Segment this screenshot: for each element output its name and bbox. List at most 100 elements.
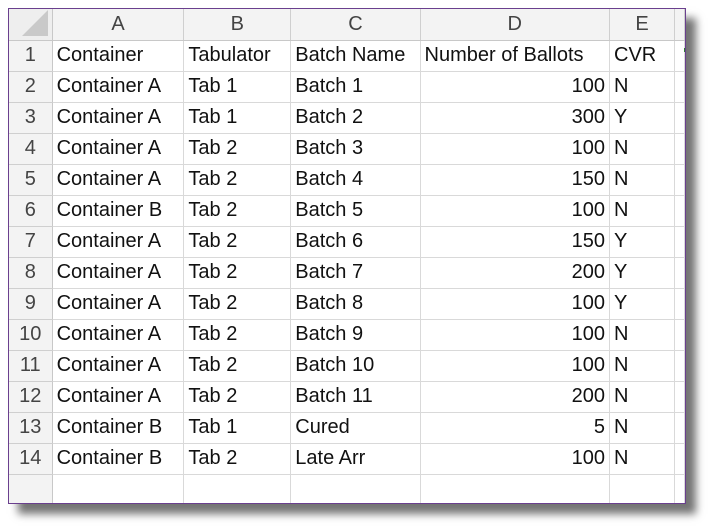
cell-c[interactable]: Batch Name xyxy=(290,40,421,72)
cell-empty[interactable] xyxy=(420,474,611,503)
cell-e[interactable]: Y xyxy=(609,288,676,320)
row-header[interactable]: 3 xyxy=(9,102,53,134)
cell-b[interactable]: Tab 2 xyxy=(183,319,292,351)
cell-f-partial[interactable] xyxy=(674,133,685,165)
cell-c[interactable]: Batch 4 xyxy=(290,164,421,196)
cell-d[interactable]: 100 xyxy=(420,195,611,227)
select-all-corner[interactable] xyxy=(9,9,53,41)
cell-c[interactable]: Batch 2 xyxy=(290,102,421,134)
cell-d[interactable]: 150 xyxy=(420,164,611,196)
cell-d[interactable]: 150 xyxy=(420,226,611,258)
column-header-f-partial[interactable] xyxy=(674,9,685,41)
cell-c[interactable]: Batch 5 xyxy=(290,195,421,227)
row-header[interactable]: 10 xyxy=(9,319,53,351)
cell-b[interactable]: Tab 2 xyxy=(183,226,292,258)
cell-e[interactable]: N xyxy=(609,164,676,196)
cell-d[interactable]: 100 xyxy=(420,350,611,382)
cell-c[interactable]: Batch 8 xyxy=(290,288,421,320)
cell-e[interactable]: Y xyxy=(609,226,676,258)
cell-a[interactable]: Container B xyxy=(52,412,185,444)
cell-d[interactable]: 100 xyxy=(420,71,611,103)
cell-f-partial[interactable] xyxy=(674,102,685,134)
cell-e[interactable]: N xyxy=(609,319,676,351)
column-header-e[interactable]: E xyxy=(609,9,676,41)
cell-empty[interactable] xyxy=(609,474,676,503)
cell-a[interactable]: Container A xyxy=(52,226,185,258)
cell-d[interactable]: Number of Ballots xyxy=(420,40,611,72)
column-header-c[interactable]: C xyxy=(290,9,421,41)
cell-e[interactable]: N xyxy=(609,350,676,382)
cell-a[interactable]: Container A xyxy=(52,319,185,351)
cell-f-partial[interactable] xyxy=(674,164,685,196)
cell-a[interactable]: Container A xyxy=(52,102,185,134)
cell-b[interactable]: Tab 2 xyxy=(183,195,292,227)
cell-b[interactable]: Tab 2 xyxy=(183,350,292,382)
cell-f-partial[interactable] xyxy=(674,288,685,320)
cell-c[interactable]: Late Arr xyxy=(290,443,421,475)
cell-d[interactable]: 100 xyxy=(420,443,611,475)
cell-c[interactable]: Batch 11 xyxy=(290,381,421,413)
cell-e[interactable]: N xyxy=(609,195,676,227)
cell-empty[interactable] xyxy=(290,474,421,503)
cell-d[interactable]: 300 xyxy=(420,102,611,134)
cell-c[interactable]: Batch 3 xyxy=(290,133,421,165)
cell-a[interactable]: Container A xyxy=(52,350,185,382)
cell-e[interactable]: N xyxy=(609,412,676,444)
row-header[interactable]: 11 xyxy=(9,350,53,382)
cell-c[interactable]: Batch 9 xyxy=(290,319,421,351)
cell-b[interactable]: Tab 2 xyxy=(183,133,292,165)
cell-e[interactable]: N xyxy=(609,443,676,475)
cell-a[interactable]: Container A xyxy=(52,164,185,196)
cell-e[interactable]: N xyxy=(609,381,676,413)
cell-c[interactable]: Batch 7 xyxy=(290,257,421,289)
cell-c[interactable]: Batch 10 xyxy=(290,350,421,382)
cell-e[interactable]: CVR xyxy=(609,40,676,72)
cell-b[interactable]: Tab 2 xyxy=(183,164,292,196)
cell-f-partial[interactable] xyxy=(674,195,685,227)
cell-a[interactable]: Container A xyxy=(52,133,185,165)
cell-d[interactable]: 5 xyxy=(420,412,611,444)
cell-a[interactable]: Container A xyxy=(52,257,185,289)
row-header[interactable]: 7 xyxy=(9,226,53,258)
cell-d[interactable]: 100 xyxy=(420,133,611,165)
cell-e[interactable]: N xyxy=(609,71,676,103)
row-header[interactable]: 13 xyxy=(9,412,53,444)
cell-f-partial[interactable] xyxy=(674,443,685,475)
cell-f-partial[interactable] xyxy=(674,257,685,289)
cell-b[interactable]: Tabulator xyxy=(183,40,292,72)
cell-a[interactable]: Container A xyxy=(52,288,185,320)
row-header[interactable]: 6 xyxy=(9,195,53,227)
column-header-b[interactable]: B xyxy=(183,9,292,41)
row-header[interactable] xyxy=(9,474,53,503)
cell-e[interactable]: Y xyxy=(609,257,676,289)
column-header-a[interactable]: A xyxy=(52,9,185,41)
cell-f-partial[interactable] xyxy=(674,412,685,444)
cell-empty[interactable] xyxy=(183,474,292,503)
cell-empty[interactable] xyxy=(52,474,185,503)
cell-f-partial[interactable] xyxy=(674,40,685,72)
column-header-d[interactable]: D xyxy=(420,9,611,41)
cell-b[interactable]: Tab 1 xyxy=(183,412,292,444)
cell-b[interactable]: Tab 2 xyxy=(183,443,292,475)
cell-d[interactable]: 200 xyxy=(420,381,611,413)
row-header[interactable]: 4 xyxy=(9,133,53,165)
row-header[interactable]: 12 xyxy=(9,381,53,413)
row-header[interactable]: 1 xyxy=(9,40,53,72)
cell-b[interactable]: Tab 2 xyxy=(183,288,292,320)
cell-c[interactable]: Batch 1 xyxy=(290,71,421,103)
row-header[interactable]: 5 xyxy=(9,164,53,196)
row-header[interactable]: 8 xyxy=(9,257,53,289)
cell-f-partial[interactable] xyxy=(674,381,685,413)
cell-a[interactable]: Container xyxy=(52,40,185,72)
cell-e[interactable]: Y xyxy=(609,102,676,134)
cell-a[interactable]: Container B xyxy=(52,195,185,227)
cell-f-partial[interactable] xyxy=(674,319,685,351)
cell-d[interactable]: 100 xyxy=(420,288,611,320)
cell-b[interactable]: Tab 1 xyxy=(183,71,292,103)
row-header[interactable]: 14 xyxy=(9,443,53,475)
row-header[interactable]: 2 xyxy=(9,71,53,103)
row-header[interactable]: 9 xyxy=(9,288,53,320)
cell-a[interactable]: Container A xyxy=(52,71,185,103)
cell-f-partial[interactable] xyxy=(674,71,685,103)
cell-d[interactable]: 200 xyxy=(420,257,611,289)
